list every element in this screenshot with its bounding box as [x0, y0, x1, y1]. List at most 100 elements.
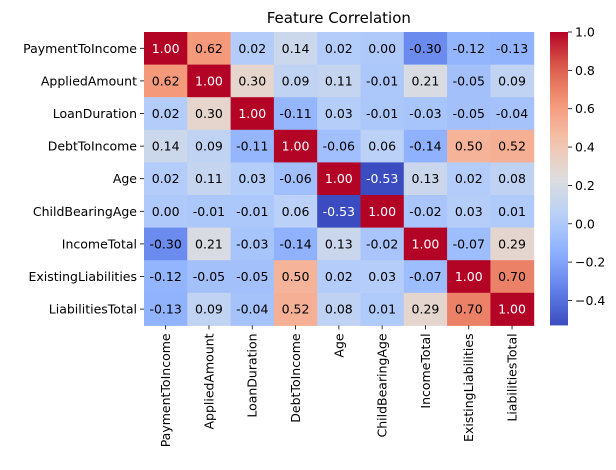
cell-value-label-0-3: 0.14: [282, 41, 310, 56]
heatmap-cell-2-5: [360, 97, 405, 131]
heatmap-cell-7-1: [187, 260, 232, 294]
heatmap-cell-5-6: [403, 195, 448, 229]
heatmap-cell-0-3: [273, 32, 318, 66]
heatmap-cell-4-6: [403, 162, 448, 196]
cell-value-label-0-6: -0.30: [409, 41, 441, 56]
heatmap-cell-6-7: [447, 227, 491, 261]
cell-value-label-5-8: 0.01: [498, 204, 526, 219]
cell-value-label-6-6: 1.00: [412, 236, 440, 251]
column-tick-label-7: ExistingLiabilities: [461, 333, 476, 442]
heatmap-cell-2-3: [273, 97, 318, 131]
cell-value-label-5-1: -0.01: [193, 204, 225, 219]
heatmap-cell-5-4: [317, 195, 361, 229]
heatmap-cell-6-8: [490, 227, 535, 261]
heatmap-cell-1-1: [187, 64, 232, 98]
cell-value-label-5-2: -0.01: [236, 204, 268, 219]
cell-value-label-0-8: -0.13: [496, 41, 528, 56]
heatmap-cell-1-4: [317, 64, 361, 98]
cell-value-label-5-3: 0.06: [282, 204, 310, 219]
row-tick-label-7: ExistingLiabilities: [28, 269, 137, 284]
heatmap-cell-2-0: [144, 97, 188, 131]
heatmap-cell-7-3: [273, 260, 318, 294]
cell-value-label-2-3: -0.11: [279, 106, 311, 121]
cell-value-label-5-6: -0.02: [409, 204, 441, 219]
cell-value-label-0-1: 0.62: [195, 41, 223, 56]
cell-value-label-1-5: -0.01: [366, 73, 398, 88]
row-tick-label-0: PaymentToIncome: [23, 41, 137, 56]
cell-value-label-7-0: -0.12: [149, 269, 181, 284]
heatmap-cell-7-2: [230, 260, 275, 294]
cell-value-label-2-7: -0.05: [453, 106, 485, 121]
cell-value-label-0-2: 0.02: [238, 41, 266, 56]
heatmap-cell-0-2: [230, 32, 275, 66]
heatmap-cell-3-7: [447, 129, 491, 163]
cell-value-label-6-1: 0.21: [195, 236, 223, 251]
heatmap-cell-2-6: [403, 97, 448, 131]
cell-value-label-4-1: 0.11: [195, 171, 223, 186]
heatmap-cell-8-4: [317, 292, 361, 326]
heatmap-cell-4-2: [230, 162, 275, 196]
cell-value-label-8-8: 1.00: [498, 302, 526, 317]
cell-value-label-3-0: 0.14: [152, 139, 180, 154]
cell-value-label-3-3: 1.00: [282, 139, 310, 154]
heatmap-cell-5-2: [230, 195, 275, 229]
column-tick-label-4: Age: [331, 333, 346, 357]
heatmap-cell-3-2: [230, 129, 275, 163]
column-tick-label-1: AppliedAmount: [201, 333, 216, 429]
heatmap-cell-5-3: [273, 195, 318, 229]
cell-value-label-7-6: -0.07: [409, 269, 441, 284]
colorbar-tick-label-7: −0.4: [575, 293, 605, 308]
cell-value-label-7-8: 0.70: [498, 269, 526, 284]
cell-value-label-7-4: 0.02: [325, 269, 353, 284]
cell-value-label-7-3: 0.50: [282, 269, 310, 284]
cell-value-label-0-0: 1.00: [152, 41, 180, 56]
colorbar-tick-label-5: 0.0: [575, 216, 595, 231]
heatmap-cells: 1.00 0.62 0.02 0.14 0.02 0.00 -0.30 -0.12 -0.13 0…: [144, 32, 535, 326]
heatmap-cell-2-2: [230, 97, 275, 131]
colorbar-ticks: 1.0 0.8 0.6 0.4 0.2 0.0 −0.2 −0.4: [568, 25, 605, 308]
cell-value-label-0-5: 0.00: [368, 41, 396, 56]
heatmap-cell-8-1: [187, 292, 232, 326]
heatmap-cell-0-6: [403, 32, 448, 66]
cell-value-label-7-5: 0.03: [368, 269, 396, 284]
colorbar-tick-label-6: −0.2: [575, 255, 605, 270]
heatmap-cell-3-8: [490, 129, 535, 163]
cell-value-label-4-3: -0.06: [279, 171, 311, 186]
cell-value-label-7-1: -0.05: [193, 269, 225, 284]
cell-value-label-3-7: 0.50: [455, 139, 483, 154]
cell-value-label-1-6: 0.21: [412, 73, 440, 88]
heatmap-cell-7-0: [144, 260, 188, 294]
cell-value-label-2-8: -0.04: [496, 106, 528, 121]
cell-value-label-6-2: -0.03: [236, 236, 268, 251]
cell-value-label-5-5: 1.00: [368, 204, 396, 219]
heatmap-cell-7-5: [360, 260, 405, 294]
heatmap-cell-5-8: [490, 195, 535, 229]
heatmap-cell-0-8: [490, 32, 535, 66]
heatmap-cell-3-4: [317, 129, 361, 163]
cell-value-label-1-1: 1.00: [195, 73, 223, 88]
heatmap-cell-6-6: [403, 227, 448, 261]
cell-value-label-5-4: -0.53: [323, 204, 355, 219]
heatmap-cell-6-3: [273, 227, 318, 261]
heatmap-cell-6-2: [230, 227, 275, 261]
heatmap-cell-3-0: [144, 129, 188, 163]
cell-value-label-4-4: 1.00: [325, 171, 353, 186]
cell-value-label-8-5: 0.01: [368, 302, 396, 317]
cell-value-label-4-6: 0.13: [412, 171, 440, 186]
column-tick-label-2: LoanDuration: [245, 333, 260, 417]
heatmap-cell-1-2: [230, 64, 275, 98]
cell-value-label-2-1: 0.30: [195, 106, 223, 121]
heatmap-cell-4-8: [490, 162, 535, 196]
heatmap-cell-5-5: [360, 195, 405, 229]
cell-value-label-3-1: 0.09: [195, 139, 223, 154]
heatmap-cell-0-7: [447, 32, 491, 66]
heatmap-cell-4-0: [144, 162, 188, 196]
heatmap-cell-4-7: [447, 162, 491, 196]
row-tick-labels: PaymentToIncome AppliedAmount LoanDuration…: [23, 41, 144, 317]
cell-value-label-8-2: -0.04: [236, 302, 268, 317]
heatmap-cell-7-4: [317, 260, 361, 294]
heatmap-cell-0-5: [360, 32, 405, 66]
cell-value-label-2-6: -0.03: [409, 106, 441, 121]
heatmap-cell-2-1: [187, 97, 232, 131]
cell-value-label-7-7: 1.00: [455, 269, 483, 284]
